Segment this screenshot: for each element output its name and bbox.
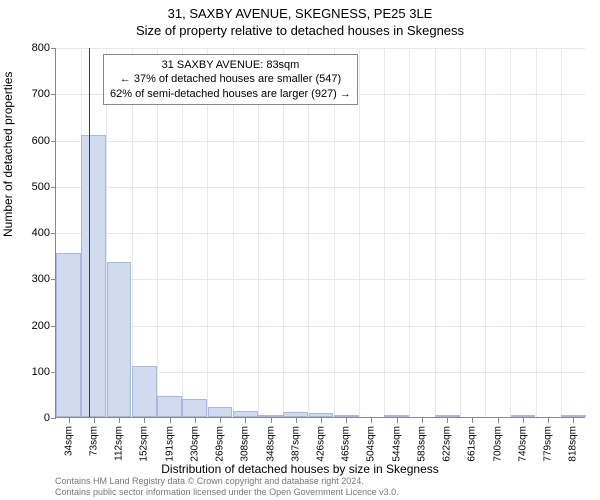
footer-line2: Contains public sector information licen… [55,487,399,498]
x-tick-label: 112sqm [119,391,130,426]
y-tick-mark [51,48,56,49]
property-marker-line [89,48,90,417]
footer-line1: Contains HM Land Registry data © Crown c… [55,476,399,487]
x-tick-label: 544sqm [397,390,408,426]
x-tick-label: 504sqm [371,390,382,426]
x-tick-label: 152sqm [144,390,155,426]
y-tick-mark [51,372,56,373]
y-tick-mark [51,187,56,188]
annotation-line-2: ← 37% of detached houses are smaller (54… [110,72,351,86]
x-tick-label: 583sqm [422,390,433,426]
annotation-box: 31 SAXBY AVENUE: 83sqm← 37% of detached … [103,54,358,105]
grid-line-v [435,48,436,417]
x-tick-label: 387sqm [296,390,307,426]
x-tick-label: 740sqm [523,390,534,426]
grid-line-v [460,48,461,417]
y-tick-mark [51,94,56,95]
y-tick-label: 500 [10,181,50,193]
x-tick-label: 465sqm [346,390,357,426]
y-tick-mark [51,418,56,419]
y-tick-label: 100 [10,366,50,378]
grid-line-v [485,48,486,417]
grid-line-h [56,326,585,327]
grid-line-v [536,48,537,417]
y-tick-mark [51,279,56,280]
x-tick-label: 661sqm [472,390,483,426]
histogram-bar [81,135,106,417]
x-tick-label: 622sqm [447,390,458,426]
x-tick-label: 191sqm [170,390,181,426]
grid-line-v [359,48,360,417]
annotation-line-3: 62% of semi-detached houses are larger (… [110,87,351,101]
x-tick-label: 700sqm [498,390,509,426]
x-tick-label: 779sqm [548,390,559,426]
x-tick-label: 308sqm [245,390,256,426]
y-tick-mark [51,141,56,142]
x-tick-label: 73sqm [94,396,105,426]
y-tick-label: 0 [10,412,50,424]
grid-line-h [56,233,585,234]
y-tick-label: 300 [10,273,50,285]
grid-line-v [384,48,385,417]
x-tick-label: 348sqm [271,390,282,426]
x-tick-label: 818sqm [573,390,584,426]
grid-line-v [409,48,410,417]
y-tick-label: 700 [10,88,50,100]
y-tick-mark [51,233,56,234]
x-tick-label: 34sqm [69,396,80,426]
y-tick-label: 600 [10,135,50,147]
grid-line-h [56,141,585,142]
page-title-line1: 31, SAXBY AVENUE, SKEGNESS, PE25 3LE [0,0,600,21]
grid-line-v [561,48,562,417]
grid-line-v [510,48,511,417]
grid-line-h [56,279,585,280]
annotation-line-1: 31 SAXBY AVENUE: 83sqm [110,58,351,72]
x-tick-label: 230sqm [195,390,206,426]
histogram-bar [56,253,81,417]
y-tick-label: 800 [10,42,50,54]
x-axis-label: Distribution of detached houses by size … [0,462,600,476]
y-tick-label: 200 [10,320,50,332]
y-tick-mark [51,326,56,327]
y-tick-label: 400 [10,227,50,239]
chart-plot-area: 010020030040050060070080034sqm73sqm112sq… [55,48,585,418]
footer-notice: Contains HM Land Registry data © Crown c… [55,476,399,498]
page-title-line2: Size of property relative to detached ho… [0,21,600,38]
x-tick-label: 426sqm [321,390,332,426]
grid-line-h [56,48,585,49]
grid-line-h [56,187,585,188]
x-tick-label: 269sqm [220,390,231,426]
